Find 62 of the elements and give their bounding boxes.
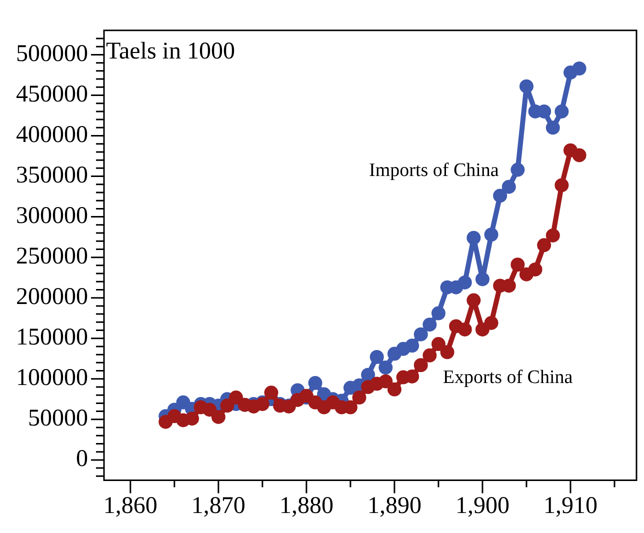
point bbox=[378, 374, 393, 388]
point bbox=[510, 258, 525, 272]
point bbox=[387, 382, 402, 396]
point bbox=[458, 322, 472, 336]
point bbox=[431, 306, 446, 320]
y-tick-label: 100000 bbox=[16, 365, 88, 392]
point bbox=[378, 360, 393, 375]
point bbox=[475, 272, 490, 286]
point bbox=[554, 178, 569, 192]
point bbox=[422, 348, 437, 362]
point bbox=[546, 228, 560, 242]
y-tick-label: 200000 bbox=[16, 284, 88, 310]
point bbox=[502, 180, 516, 194]
point bbox=[572, 61, 586, 76]
x-tick-label: 1,860 bbox=[103, 492, 158, 519]
point bbox=[405, 369, 420, 384]
point bbox=[484, 228, 498, 242]
point bbox=[519, 79, 534, 94]
point bbox=[185, 412, 200, 426]
point bbox=[528, 262, 542, 276]
point bbox=[466, 293, 481, 308]
x-tick-label: 1,900 bbox=[455, 492, 510, 519]
point bbox=[229, 390, 244, 405]
point bbox=[414, 358, 428, 372]
point bbox=[414, 327, 428, 342]
y-tick-label: 400000 bbox=[16, 122, 88, 148]
point bbox=[202, 402, 217, 417]
point bbox=[466, 230, 481, 245]
point bbox=[431, 337, 446, 352]
x-tick-label: 1,880 bbox=[279, 492, 334, 519]
y-tick-label: 500000 bbox=[16, 41, 88, 68]
series-label: Imports of China bbox=[369, 160, 500, 181]
y-tick-label: 300000 bbox=[16, 203, 88, 230]
y-tick-label: 50000 bbox=[28, 406, 88, 432]
point bbox=[493, 188, 508, 203]
x-tick-label: 1,870 bbox=[191, 492, 246, 519]
series-label: Exports of China bbox=[442, 367, 574, 388]
x-tick-label: 1,910 bbox=[543, 492, 598, 519]
point bbox=[510, 162, 525, 177]
point bbox=[422, 318, 437, 332]
point bbox=[361, 368, 376, 382]
point bbox=[554, 104, 569, 118]
point bbox=[211, 410, 226, 424]
point bbox=[546, 120, 560, 135]
y-tick-label: 0 bbox=[76, 446, 88, 472]
point bbox=[370, 350, 384, 364]
y-tick-label: 450000 bbox=[16, 82, 88, 108]
point bbox=[537, 238, 552, 252]
point bbox=[308, 376, 322, 390]
y-axis-title: Taels in 1000 bbox=[106, 38, 235, 65]
y-tick-label: 150000 bbox=[16, 324, 88, 351]
y-tick-label: 350000 bbox=[16, 162, 88, 189]
x-tick-label: 1,890 bbox=[367, 492, 422, 519]
point bbox=[484, 316, 498, 330]
point bbox=[458, 275, 472, 290]
point bbox=[220, 398, 234, 413]
point bbox=[572, 148, 586, 162]
point bbox=[405, 338, 420, 353]
point bbox=[352, 390, 366, 405]
point bbox=[440, 345, 454, 360]
point bbox=[264, 386, 278, 400]
y-tick-label: 250000 bbox=[16, 244, 88, 270]
